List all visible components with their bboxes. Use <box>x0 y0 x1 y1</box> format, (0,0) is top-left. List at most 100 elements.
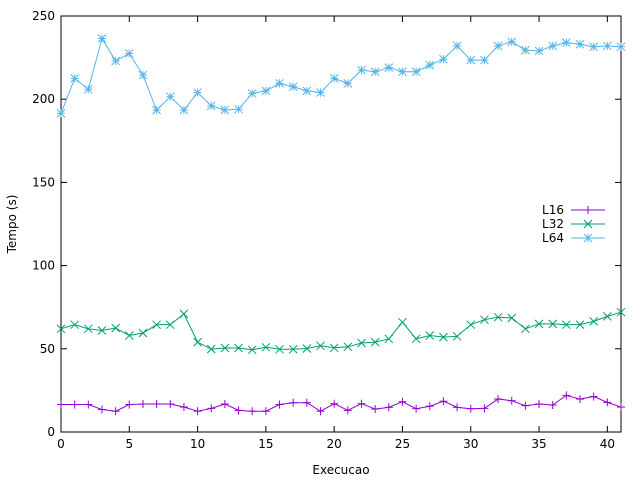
data-point-l16 <box>138 400 147 409</box>
data-point-l64 <box>521 45 530 55</box>
data-point-l64 <box>56 108 66 118</box>
data-point-l32 <box>138 328 148 338</box>
legend-marker-l64 <box>583 233 593 243</box>
data-point-l64 <box>493 41 503 51</box>
data-point-l16 <box>179 403 188 412</box>
data-point-l32 <box>411 334 421 344</box>
data-point-l32 <box>493 312 503 322</box>
data-point-l32 <box>425 331 435 340</box>
data-point-l32 <box>83 324 93 334</box>
axis-ticks: 0 5 10 15 20 25 30 35 40 0 50 100 150 200 250 <box>32 9 621 451</box>
data-point-l16 <box>521 401 530 410</box>
data-point-l16 <box>357 399 366 408</box>
x-tick-label: 20 <box>327 437 342 451</box>
data-point-l64 <box>439 54 448 64</box>
series-line-l32 <box>60 311 622 351</box>
data-point-l16 <box>152 400 161 409</box>
legend-marker-l16 <box>584 206 592 214</box>
data-point-l16 <box>343 406 352 415</box>
data-point-l16 <box>57 400 65 409</box>
data-point-l16 <box>494 395 503 404</box>
data-point-l64 <box>602 41 612 51</box>
data-point-l16 <box>589 392 598 401</box>
data-point-l64 <box>343 79 353 88</box>
data-point-l32 <box>370 337 380 347</box>
y-tick-label: 0 <box>47 425 55 439</box>
data-point-l32 <box>165 320 175 330</box>
data-point-l32 <box>562 320 571 330</box>
data-point-l16 <box>207 404 216 413</box>
data-point-l32 <box>70 320 80 330</box>
data-point-l32 <box>111 323 120 333</box>
data-point-l32 <box>220 343 230 353</box>
data-point-l64 <box>288 82 298 92</box>
series-line-l16 <box>61 394 622 412</box>
data-point-l16 <box>548 401 557 410</box>
data-point-l64 <box>111 56 120 66</box>
data-point-l16 <box>316 407 325 416</box>
x-tick-label: 30 <box>463 437 478 451</box>
data-point-l32 <box>247 345 257 355</box>
data-point-l64 <box>97 34 107 43</box>
data-point-l32 <box>480 315 489 325</box>
data-point-l64 <box>534 46 544 56</box>
data-point-l16 <box>466 404 475 413</box>
data-point-l16 <box>507 396 516 405</box>
data-point-l32 <box>452 331 462 341</box>
legend-marker-l32 <box>583 219 593 229</box>
data-point-l32 <box>602 311 612 321</box>
data-point-l16 <box>453 403 462 412</box>
data-point-l64 <box>275 79 284 88</box>
data-point-l64 <box>165 92 175 102</box>
data-point-l64 <box>138 70 148 80</box>
data-point-l16 <box>617 403 625 412</box>
data-point-l64 <box>234 104 243 114</box>
series-line-l64 <box>60 37 622 114</box>
data-point-l16 <box>412 404 421 413</box>
data-point-l32 <box>575 320 585 330</box>
data-point-l16 <box>330 399 339 408</box>
data-point-l32 <box>193 337 202 347</box>
data-point-l16 <box>384 403 393 412</box>
data-point-l64 <box>548 41 558 51</box>
data-point-l64 <box>425 60 435 70</box>
data-point-l64 <box>466 55 476 65</box>
data-point-l64 <box>589 42 599 52</box>
data-point-l16 <box>398 397 407 406</box>
data-point-l32 <box>329 343 339 353</box>
data-point-l16 <box>261 407 270 416</box>
data-point-l64 <box>152 105 161 115</box>
x-tick-label: 25 <box>395 437 410 451</box>
data-point-l16 <box>302 398 311 407</box>
data-point-l32 <box>384 334 394 344</box>
data-point-l64 <box>398 67 407 77</box>
data-point-l64 <box>124 49 134 58</box>
data-point-l16 <box>480 404 489 413</box>
data-point-l32 <box>548 319 558 329</box>
x-tick-label: 35 <box>531 437 546 451</box>
y-tick-label: 250 <box>32 9 55 23</box>
data-point-l32 <box>124 331 134 340</box>
data-point-l16 <box>289 398 298 407</box>
data-point-l16 <box>248 407 257 416</box>
data-point-l32 <box>261 342 271 352</box>
y-axis-label: Tempo (s) <box>5 195 19 255</box>
legend-label-l32: L32 <box>542 217 564 231</box>
data-point-l16 <box>275 400 284 409</box>
data-point-l32 <box>316 341 325 351</box>
data-point-l64 <box>247 89 257 98</box>
data-point-l16 <box>439 397 448 406</box>
data-point-l16 <box>603 398 612 407</box>
data-point-l32 <box>288 344 298 354</box>
data-point-l32 <box>521 324 530 334</box>
legend-label-l16: L16 <box>542 203 564 217</box>
data-point-l32 <box>275 344 284 354</box>
data-point-l64 <box>616 42 626 52</box>
data-point-l32 <box>179 309 189 319</box>
data-point-l64 <box>357 65 366 75</box>
data-point-l32 <box>398 317 407 327</box>
data-point-l64 <box>220 105 230 115</box>
data-point-l32 <box>439 332 448 342</box>
data-point-l64 <box>370 67 380 77</box>
data-point-l16 <box>166 400 175 409</box>
